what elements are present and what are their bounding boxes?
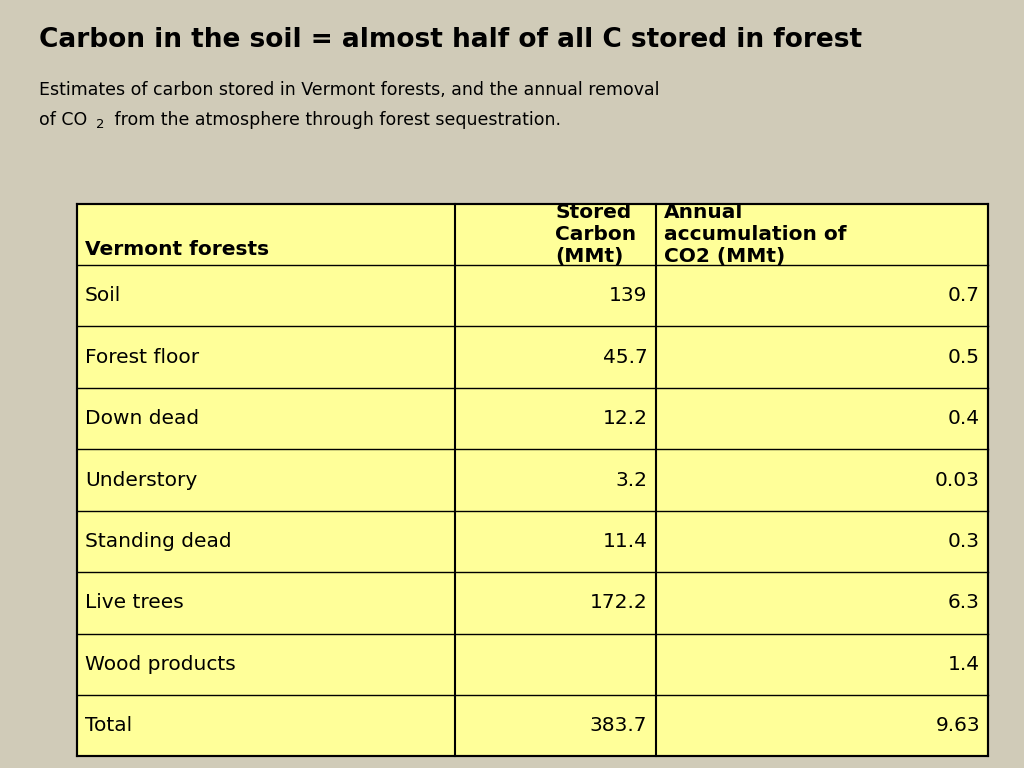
Text: 383.7: 383.7: [590, 717, 647, 735]
Text: 0.7: 0.7: [948, 286, 980, 305]
Text: 3.2: 3.2: [615, 471, 647, 489]
Text: 1.4: 1.4: [948, 655, 980, 674]
Text: 0.4: 0.4: [948, 409, 980, 428]
Text: Forest floor: Forest floor: [85, 348, 199, 366]
Text: Soil: Soil: [85, 286, 121, 305]
Text: Live trees: Live trees: [85, 594, 183, 612]
Text: 12.2: 12.2: [602, 409, 647, 428]
Text: Total: Total: [85, 717, 132, 735]
Text: Standing dead: Standing dead: [85, 532, 231, 551]
Text: Carbon in the soil = almost half of all C stored in forest: Carbon in the soil = almost half of all …: [39, 27, 862, 53]
Text: Annual
accumulation of
CO2 (MMt): Annual accumulation of CO2 (MMt): [664, 203, 846, 266]
Text: 0.03: 0.03: [935, 471, 980, 489]
Text: 0.3: 0.3: [948, 532, 980, 551]
Text: Vermont forests: Vermont forests: [85, 240, 269, 259]
Text: 2: 2: [96, 118, 104, 131]
Text: of CO: of CO: [39, 111, 87, 129]
Text: 172.2: 172.2: [590, 594, 647, 612]
Text: Understory: Understory: [85, 471, 198, 489]
Text: from the atmosphere through forest sequestration.: from the atmosphere through forest seque…: [109, 111, 560, 129]
Text: 9.63: 9.63: [935, 717, 980, 735]
Text: 11.4: 11.4: [602, 532, 647, 551]
Text: 139: 139: [609, 286, 647, 305]
Text: 45.7: 45.7: [602, 348, 647, 366]
Text: Down dead: Down dead: [85, 409, 199, 428]
Text: Estimates of carbon stored in Vermont forests, and the annual removal: Estimates of carbon stored in Vermont fo…: [39, 81, 659, 98]
Text: 0.5: 0.5: [948, 348, 980, 366]
FancyBboxPatch shape: [77, 204, 988, 756]
Text: Stored
Carbon
(MMt): Stored Carbon (MMt): [555, 203, 636, 266]
Text: 6.3: 6.3: [948, 594, 980, 612]
Text: Wood products: Wood products: [85, 655, 236, 674]
